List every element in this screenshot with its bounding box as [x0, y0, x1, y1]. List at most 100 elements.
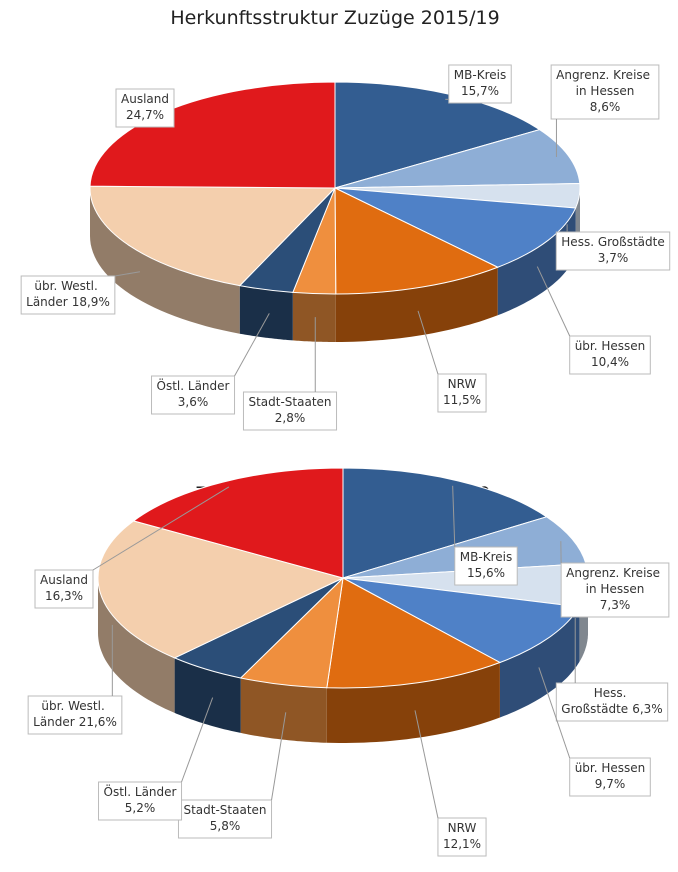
label-box	[177, 799, 273, 839]
value-label: 11,5%	[443, 393, 481, 407]
slice-sides	[98, 578, 588, 743]
data-label: Stadt-Staaten 5,8%	[177, 799, 273, 839]
data-label: NRW 12,1%	[437, 817, 487, 857]
value-label: 10,4%	[591, 355, 629, 369]
label-box	[448, 64, 512, 104]
pie-chart: Herkunftsstruktur Zuzüge 2015/19 MB-Kreis…	[20, 7, 671, 431]
label-box	[34, 569, 94, 609]
category-label: NRW	[448, 821, 477, 835]
category-label: Östl. Länder	[157, 377, 230, 393]
label-box	[555, 682, 669, 722]
slice	[342, 467, 548, 579]
slice-side	[90, 188, 240, 334]
leader-line	[181, 697, 214, 783]
category-label: übr. Hessen	[575, 761, 646, 775]
category-label: Hess. Großstädte	[561, 686, 630, 716]
category-label: Angrenz. Kreise in Hessen	[556, 68, 654, 98]
category-label: NRW	[448, 377, 477, 391]
category-label: MB-Kreis	[460, 550, 512, 564]
data-label: MB-Kreis 15,7%	[448, 64, 512, 104]
value-label: 3,6%	[178, 395, 209, 409]
label-box	[98, 781, 183, 821]
label-box	[437, 373, 487, 413]
category-label: Stadt-Staaten	[183, 803, 266, 817]
slice	[334, 187, 499, 295]
value-label: 8,6%	[590, 100, 621, 114]
slice-tops	[89, 81, 581, 295]
pie-chart: Zielstruktur Wegzüge, 2015/19MB-Kreis15,…	[27, 467, 670, 857]
labels: MB-Kreis 15,6% Angrenz. Kreise in Hessen 7,…	[27, 485, 670, 857]
data-label: übr. Westl. Länder 18,9%	[20, 275, 116, 315]
label-box	[550, 64, 660, 120]
slice	[132, 467, 344, 579]
label-box	[151, 375, 236, 415]
label-box	[20, 275, 116, 315]
category-label: übr. Westl. Länder	[26, 279, 101, 309]
slice-side	[98, 578, 175, 713]
value-label: 18,9%	[72, 295, 110, 309]
data-label: übr. Hessen 9,7%	[569, 757, 651, 797]
data-label: Angrenz. Kreise in Hessen 8,6%	[550, 64, 660, 120]
chart-title: Herkunftsstruktur Zuzüge 2015/19	[170, 7, 499, 29]
slice	[97, 520, 345, 659]
data-label: übr. Westl. Länder 21,6%	[27, 695, 123, 735]
value-label: 5,8%	[210, 819, 241, 833]
data-label: NRW 11,5%	[437, 373, 487, 413]
slice-side	[292, 292, 336, 342]
data-label: Ausland 24,7%	[115, 88, 175, 128]
label-box	[454, 546, 518, 586]
leader-line	[538, 667, 571, 759]
data-label: Östl. Länder 5,2%	[98, 781, 183, 821]
value-label: 7,3%	[600, 598, 631, 612]
category-label: übr. Westl. Länder	[33, 699, 108, 729]
slice-side	[335, 267, 498, 342]
leader-line	[536, 266, 571, 337]
slice-side	[174, 657, 241, 733]
value-label: 12,1%	[443, 837, 481, 851]
category-label: Angrenz. Kreise in Hessen	[566, 566, 664, 596]
data-label: Angrenz. Kreise in Hessen 7,3%	[560, 562, 670, 618]
category-label: Stadt-Staaten	[248, 395, 331, 409]
value-label: 16,3%	[45, 589, 83, 603]
slice-side	[239, 285, 293, 341]
data-label: MB-Kreis 15,6%	[454, 546, 518, 586]
slice	[89, 185, 337, 287]
label-box	[437, 817, 487, 857]
label-box	[27, 695, 123, 735]
slice	[326, 577, 502, 689]
slice-side	[240, 677, 327, 743]
category-label: Östl. Länder	[104, 783, 177, 799]
data-label: Ausland 16,3%	[34, 569, 94, 609]
labels: MB-Kreis 15,7% Angrenz. Kreise in Hessen 8,…	[20, 64, 671, 431]
leader-line	[234, 313, 270, 377]
leader-line	[114, 271, 141, 277]
leader-line	[414, 710, 439, 819]
label-box	[555, 231, 671, 271]
data-label: übr. Hessen 10,4%	[569, 335, 651, 375]
category-label: Hess. Großstädte	[561, 235, 664, 249]
category-label: übr. Hessen	[575, 339, 646, 353]
data-label: Stadt-Staaten 2,8%	[242, 391, 338, 431]
label-box	[242, 391, 338, 431]
label-box	[569, 335, 651, 375]
value-label: 3,7%	[598, 251, 629, 265]
value-label: 5,2%	[125, 801, 156, 815]
value-label: 2,8%	[275, 411, 306, 425]
value-label: 21,6%	[79, 715, 117, 729]
data-label: Hess. Großstädte 3,7%	[555, 231, 671, 271]
category-label: MB-Kreis	[454, 68, 506, 82]
slice	[334, 129, 581, 189]
label-box	[560, 562, 670, 618]
label-box	[569, 757, 651, 797]
value-label: 15,7%	[461, 84, 499, 98]
label-box	[115, 88, 175, 128]
leader-line	[271, 712, 287, 801]
leader-line	[92, 486, 230, 571]
slice	[334, 187, 577, 268]
slice-side	[326, 662, 500, 743]
category-label: Ausland	[121, 92, 169, 106]
category-label: Ausland	[40, 573, 88, 587]
leader-line	[452, 485, 456, 548]
leader-line	[417, 310, 439, 375]
